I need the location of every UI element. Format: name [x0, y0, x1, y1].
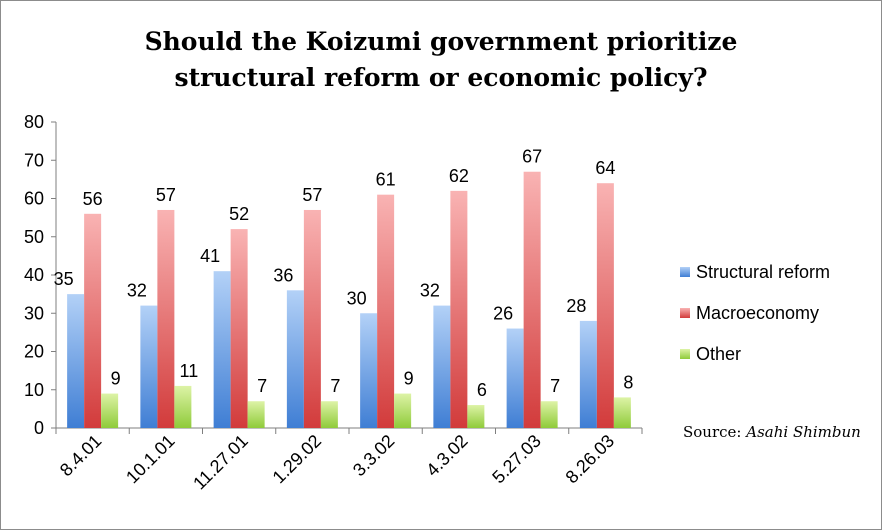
- data-label-other: 7: [550, 376, 560, 396]
- bar-macroeconomy: [230, 229, 248, 428]
- chart-title-line1: Should the Koizumi government prioritize: [144, 27, 738, 56]
- bar-other: [247, 401, 265, 428]
- data-label-structural-reform: 32: [420, 281, 440, 301]
- data-label-macroeconomy: 57: [302, 185, 322, 205]
- bar-structural-reform: [286, 290, 304, 428]
- x-tick-label: 5.27.03: [488, 431, 545, 488]
- bar-other: [174, 385, 192, 428]
- data-label-macroeconomy: 67: [522, 147, 542, 167]
- bar-structural-reform: [360, 313, 378, 428]
- bars: [67, 171, 631, 428]
- data-label-structural-reform: 28: [566, 296, 586, 316]
- bar-structural-reform: [140, 305, 158, 428]
- data-label-macroeconomy: 56: [83, 189, 103, 209]
- data-label-macroeconomy: 57: [156, 185, 176, 205]
- bar-structural-reform: [67, 294, 85, 428]
- bar-macroeconomy: [596, 183, 614, 428]
- legend: Structural reform Macroeconomy Other: [680, 262, 830, 385]
- bar-other: [540, 401, 558, 428]
- data-label-structural-reform: 35: [54, 269, 74, 289]
- x-tick-label: 8.4.01: [56, 431, 106, 481]
- bar-macroeconomy: [377, 194, 395, 428]
- bar-other: [467, 405, 485, 428]
- data-label-macroeconomy: 61: [376, 170, 396, 190]
- source-name: Asahi Shimbun: [746, 423, 861, 441]
- data-label-structural-reform: 26: [493, 304, 513, 324]
- bar-macroeconomy: [157, 209, 175, 428]
- data-labels: 35 56 9 32 57 11 41 52 7 36 57 7 30 61 9 32 62 6 26 67 7 28 64…: [54, 147, 634, 400]
- data-label-structural-reform: 41: [200, 246, 220, 266]
- legend-item-other: Other: [680, 344, 830, 364]
- bar-other: [613, 397, 631, 428]
- bar-structural-reform: [506, 328, 524, 428]
- data-label-other: 6: [477, 380, 487, 400]
- bar-structural-reform: [579, 320, 597, 428]
- x-tick-label: 11.27.01: [189, 431, 252, 494]
- x-tick-label: 8.26.03: [562, 431, 619, 488]
- bar-other: [101, 393, 119, 428]
- bar-other: [320, 401, 338, 428]
- x-tick-label: 1.29.02: [269, 431, 326, 488]
- y-tick-label: 60: [24, 189, 44, 209]
- bar-macroeconomy: [523, 171, 541, 428]
- bar-structural-reform: [433, 305, 451, 428]
- y-tick-label: 80: [24, 112, 44, 132]
- chart-title-line2: structural reform or economic policy?: [174, 63, 708, 92]
- legend-item-macroeconomy: Macroeconomy: [680, 303, 830, 323]
- y-tick-label: 10: [24, 380, 44, 400]
- data-label-macroeconomy: 62: [449, 166, 469, 186]
- chart-title: Should the Koizumi government prioritize…: [0, 24, 882, 96]
- x-axis: 8.4.01 10.1.01 11.27.01 1.29.02 3.3.02 4.3.02…: [55, 427, 643, 494]
- source-prefix: Source:: [683, 423, 747, 441]
- legend-swatch-macroeconomy: [680, 308, 690, 318]
- bar-other: [394, 393, 412, 428]
- y-tick-label: 30: [24, 303, 44, 323]
- data-label-structural-reform: 32: [127, 281, 147, 301]
- data-label-structural-reform: 30: [347, 288, 367, 308]
- legend-swatch-structural-reform: [680, 267, 690, 277]
- x-tick-label: 10.1.01: [122, 431, 179, 488]
- y-tick-label: 70: [24, 150, 44, 170]
- legend-swatch-other: [680, 349, 690, 359]
- y-tick-label: 0: [34, 418, 44, 438]
- data-label-other: 7: [330, 376, 340, 396]
- data-label-other: 7: [257, 376, 267, 396]
- data-label-other: 11: [180, 361, 199, 381]
- y-tick-label: 40: [24, 265, 44, 285]
- data-label-other: 9: [111, 369, 121, 389]
- data-label-structural-reform: 36: [273, 265, 293, 285]
- bar-macroeconomy: [303, 209, 321, 428]
- bar-macroeconomy: [84, 213, 102, 428]
- bar-structural-reform: [213, 271, 231, 428]
- source-note: Source: Asahi Shimbun: [683, 422, 873, 442]
- legend-label-structural-reform: Structural reform: [696, 261, 831, 282]
- legend-label-other: Other: [696, 343, 742, 364]
- y-axis: 0 10 20 30 40 50 60 70 80: [24, 112, 57, 438]
- data-label-macroeconomy: 64: [595, 158, 615, 178]
- legend-label-macroeconomy: Macroeconomy: [696, 302, 820, 323]
- x-tick-label: 4.3.02: [422, 431, 472, 481]
- y-tick-label: 50: [24, 227, 44, 247]
- data-label-other: 8: [623, 372, 633, 392]
- x-tick-label: 3.3.02: [349, 431, 399, 481]
- data-label-other: 9: [404, 369, 414, 389]
- y-tick-label: 20: [24, 342, 44, 362]
- data-label-macroeconomy: 52: [229, 204, 249, 224]
- bar-macroeconomy: [450, 190, 468, 428]
- legend-item-structural-reform: Structural reform: [680, 262, 830, 282]
